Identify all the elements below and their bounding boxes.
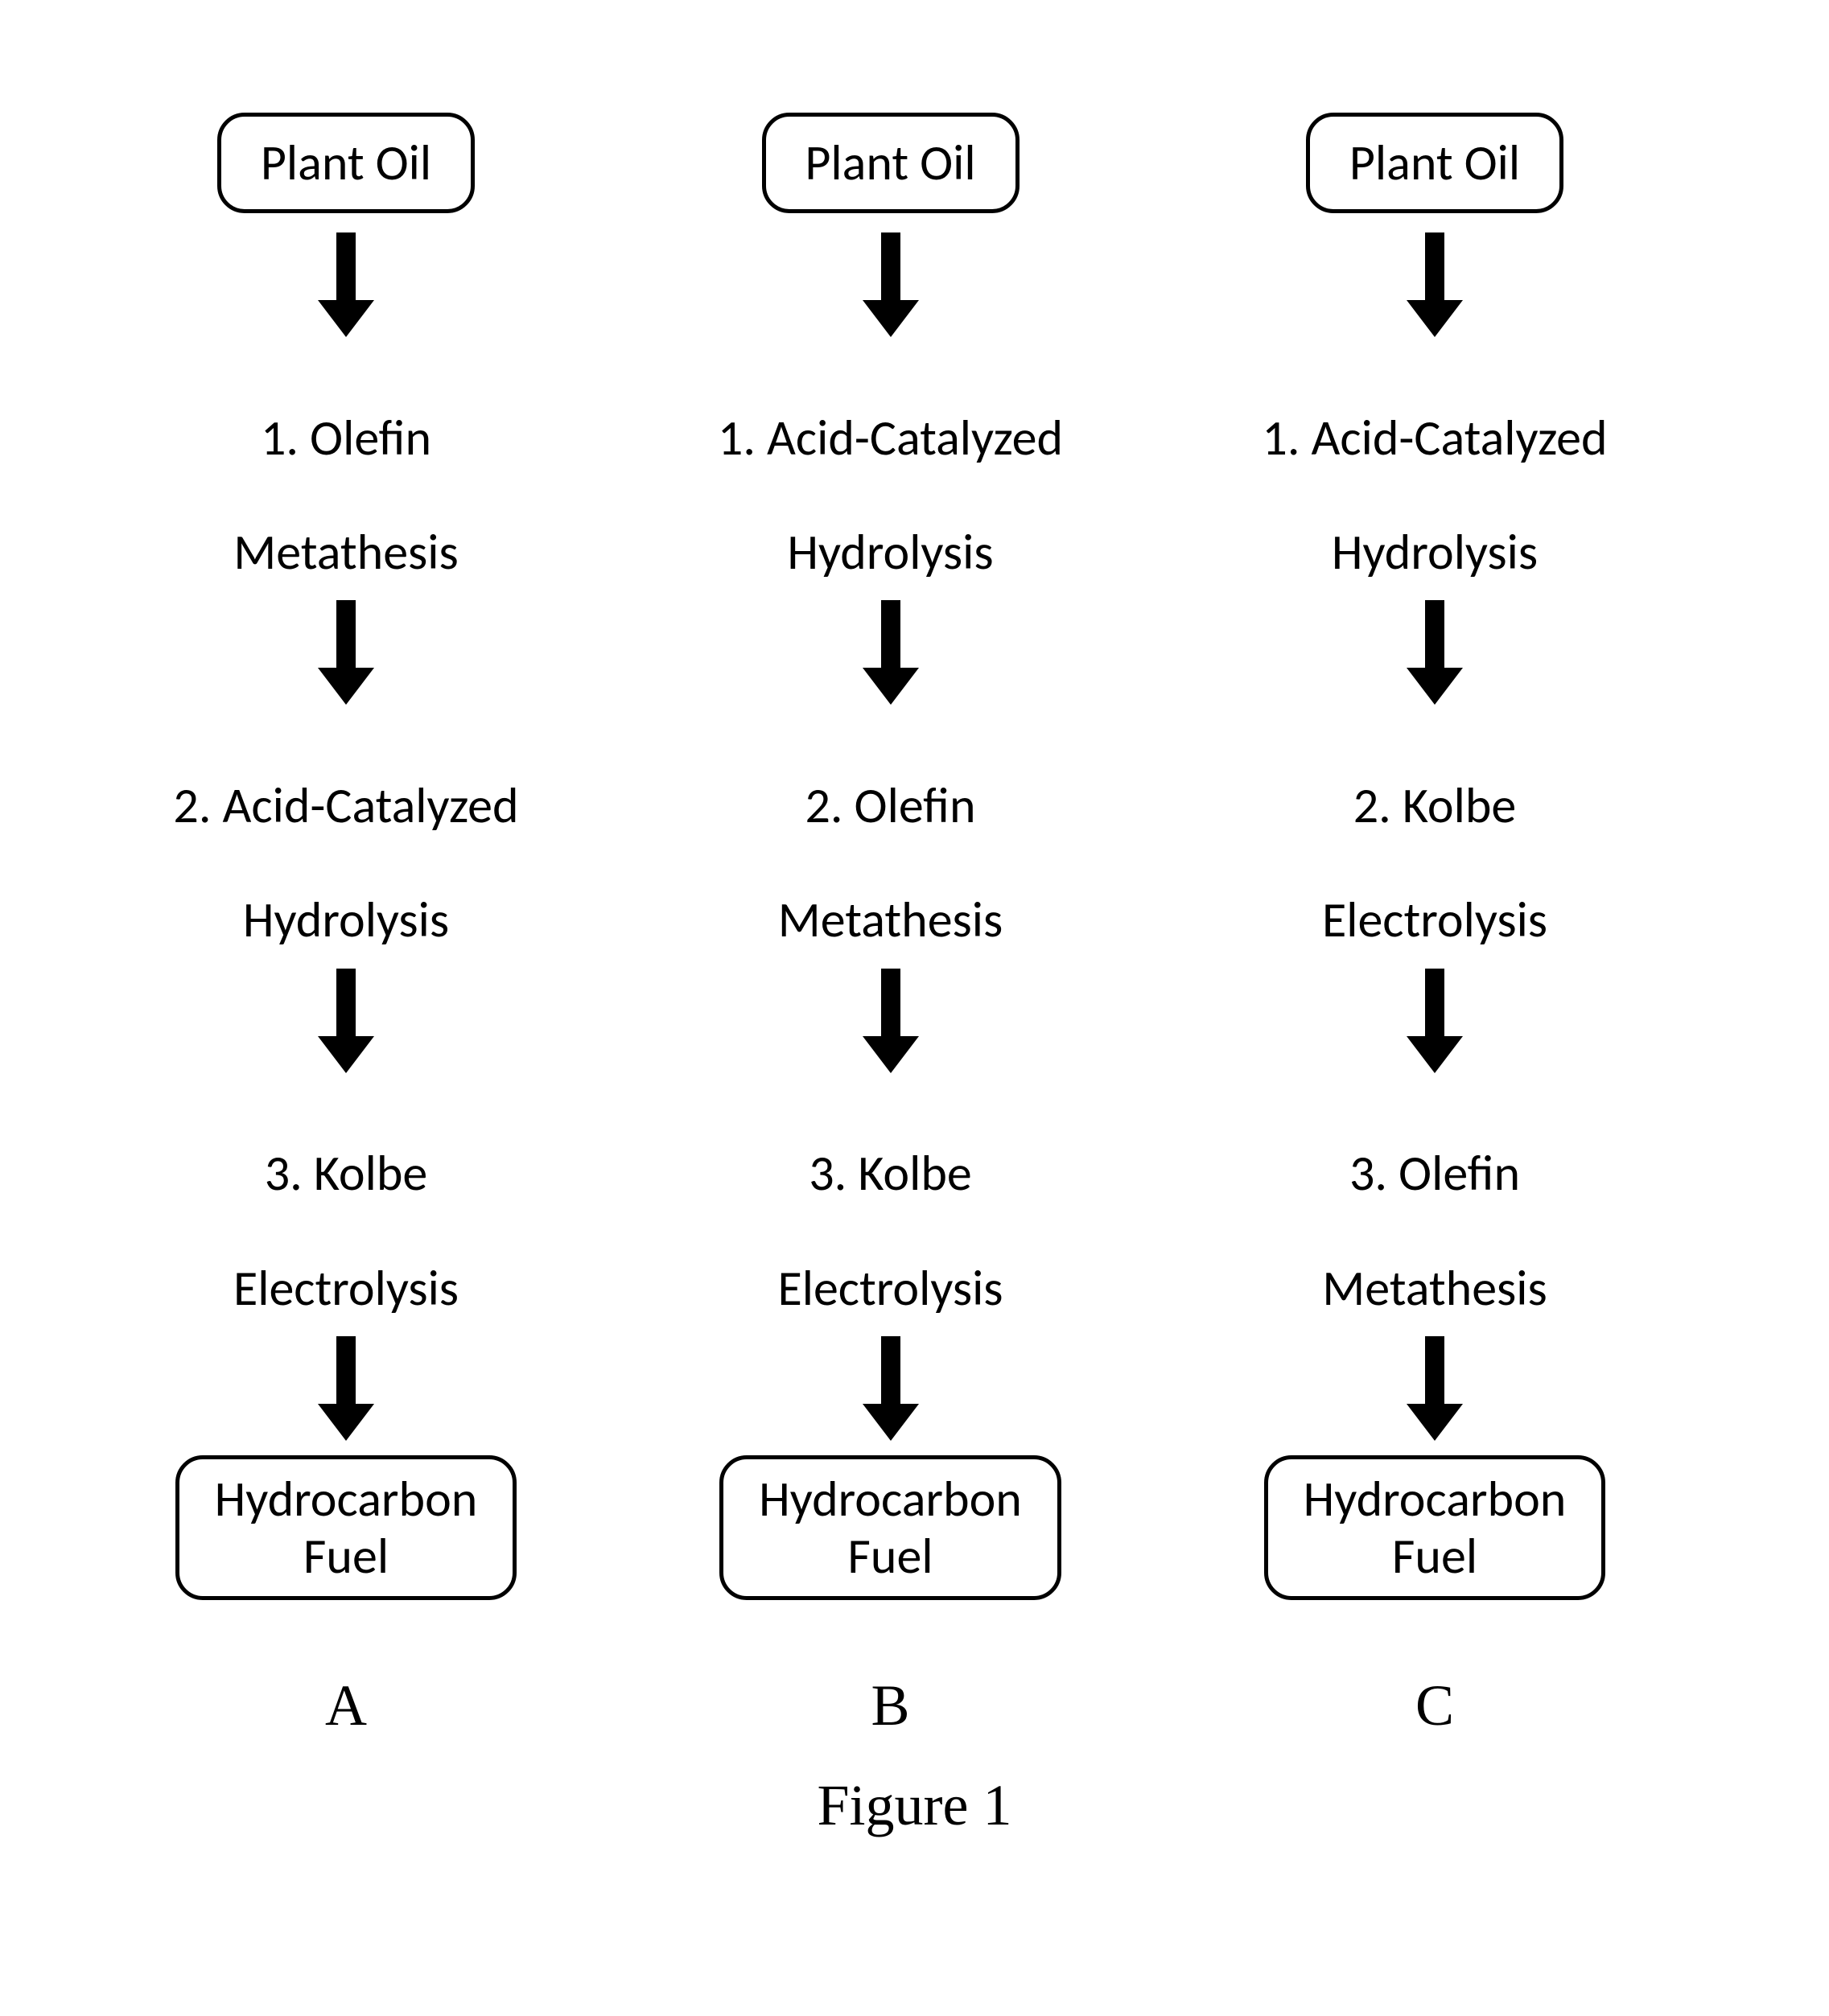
step-line: 1. Acid-Catalyzed xyxy=(1262,407,1607,468)
arrow-down-icon xyxy=(863,1336,919,1441)
flow-column-a: Plant Oil 1. Olefin Metathesis 2. Acid-C… xyxy=(129,113,563,2016)
step-line: 1. Acid-Catalyzed xyxy=(718,407,1063,468)
step-line: 3. Kolbe xyxy=(265,1142,428,1203)
step-label: 3. Kolbe Electrolysis xyxy=(233,1088,459,1317)
arrow-down-icon xyxy=(1407,600,1463,705)
step-line: 1. Olefin xyxy=(261,407,431,468)
start-node: Plant Oil xyxy=(217,113,475,213)
step-line: Hydrolysis xyxy=(1332,521,1538,582)
step-line: 3. Kolbe xyxy=(809,1142,972,1203)
end-line: Hydrocarbon xyxy=(759,1468,1022,1529)
arrow-down-icon xyxy=(863,600,919,705)
arrow-down-icon xyxy=(863,969,919,1073)
step-line: 2. Acid-Catalyzed xyxy=(173,775,518,836)
figure-caption: Figure 1 xyxy=(0,1772,1829,1839)
step-line: 2. Kolbe xyxy=(1353,775,1517,836)
step-label: 2. Olefin Metathesis xyxy=(778,719,1003,948)
column-letter: C xyxy=(1415,1672,1454,1739)
step-label: 3. Olefin Metathesis xyxy=(1322,1088,1547,1317)
step-label: 2. Acid-Catalyzed Hydrolysis xyxy=(173,719,518,948)
step-label: 3. Kolbe Electrolysis xyxy=(777,1088,1003,1317)
step-line: 3. Olefin xyxy=(1349,1142,1520,1203)
step-line: Metathesis xyxy=(778,889,1003,950)
end-line: Fuel xyxy=(1392,1525,1477,1586)
step-label: 2. Kolbe Electrolysis xyxy=(1322,719,1547,948)
step-label: 1. Olefin Metathesis xyxy=(233,352,459,581)
arrow-down-icon xyxy=(318,1336,374,1441)
arrow-down-icon xyxy=(1407,232,1463,337)
step-line: Metathesis xyxy=(233,521,459,582)
step-line: Hydrolysis xyxy=(243,889,449,950)
end-line: Fuel xyxy=(303,1525,389,1586)
end-line: Hydrocarbon xyxy=(215,1468,478,1529)
step-line: Electrolysis xyxy=(233,1257,459,1319)
arrow-down-icon xyxy=(1407,1336,1463,1441)
figure-page: Plant Oil 1. Olefin Metathesis 2. Acid-C… xyxy=(0,0,1829,2016)
step-line: 2. Olefin xyxy=(805,775,975,836)
start-node: Plant Oil xyxy=(1306,113,1563,213)
step-label: 1. Acid-Catalyzed Hydrolysis xyxy=(718,352,1063,581)
flow-column-b: Plant Oil 1. Acid-Catalyzed Hydrolysis 2… xyxy=(674,113,1108,2016)
end-line: Hydrocarbon xyxy=(1304,1468,1567,1529)
arrow-down-icon xyxy=(318,600,374,705)
column-letter: A xyxy=(325,1672,367,1739)
step-line: Electrolysis xyxy=(777,1257,1003,1319)
start-node: Plant Oil xyxy=(762,113,1020,213)
arrow-down-icon xyxy=(1407,969,1463,1073)
column-letter: B xyxy=(871,1672,909,1739)
arrow-down-icon xyxy=(863,232,919,337)
arrow-down-icon xyxy=(318,232,374,337)
end-node: Hydrocarbon Fuel xyxy=(1264,1455,1606,1601)
end-node: Hydrocarbon Fuel xyxy=(175,1455,517,1601)
flow-column-c: Plant Oil 1. Acid-Catalyzed Hydrolysis 2… xyxy=(1217,113,1652,2016)
arrow-down-icon xyxy=(318,969,374,1073)
step-label: 1. Acid-Catalyzed Hydrolysis xyxy=(1262,352,1607,581)
end-line: Fuel xyxy=(847,1525,933,1586)
end-node: Hydrocarbon Fuel xyxy=(719,1455,1061,1601)
step-line: Electrolysis xyxy=(1322,889,1547,950)
step-line: Metathesis xyxy=(1322,1257,1547,1319)
step-line: Hydrolysis xyxy=(787,521,993,582)
